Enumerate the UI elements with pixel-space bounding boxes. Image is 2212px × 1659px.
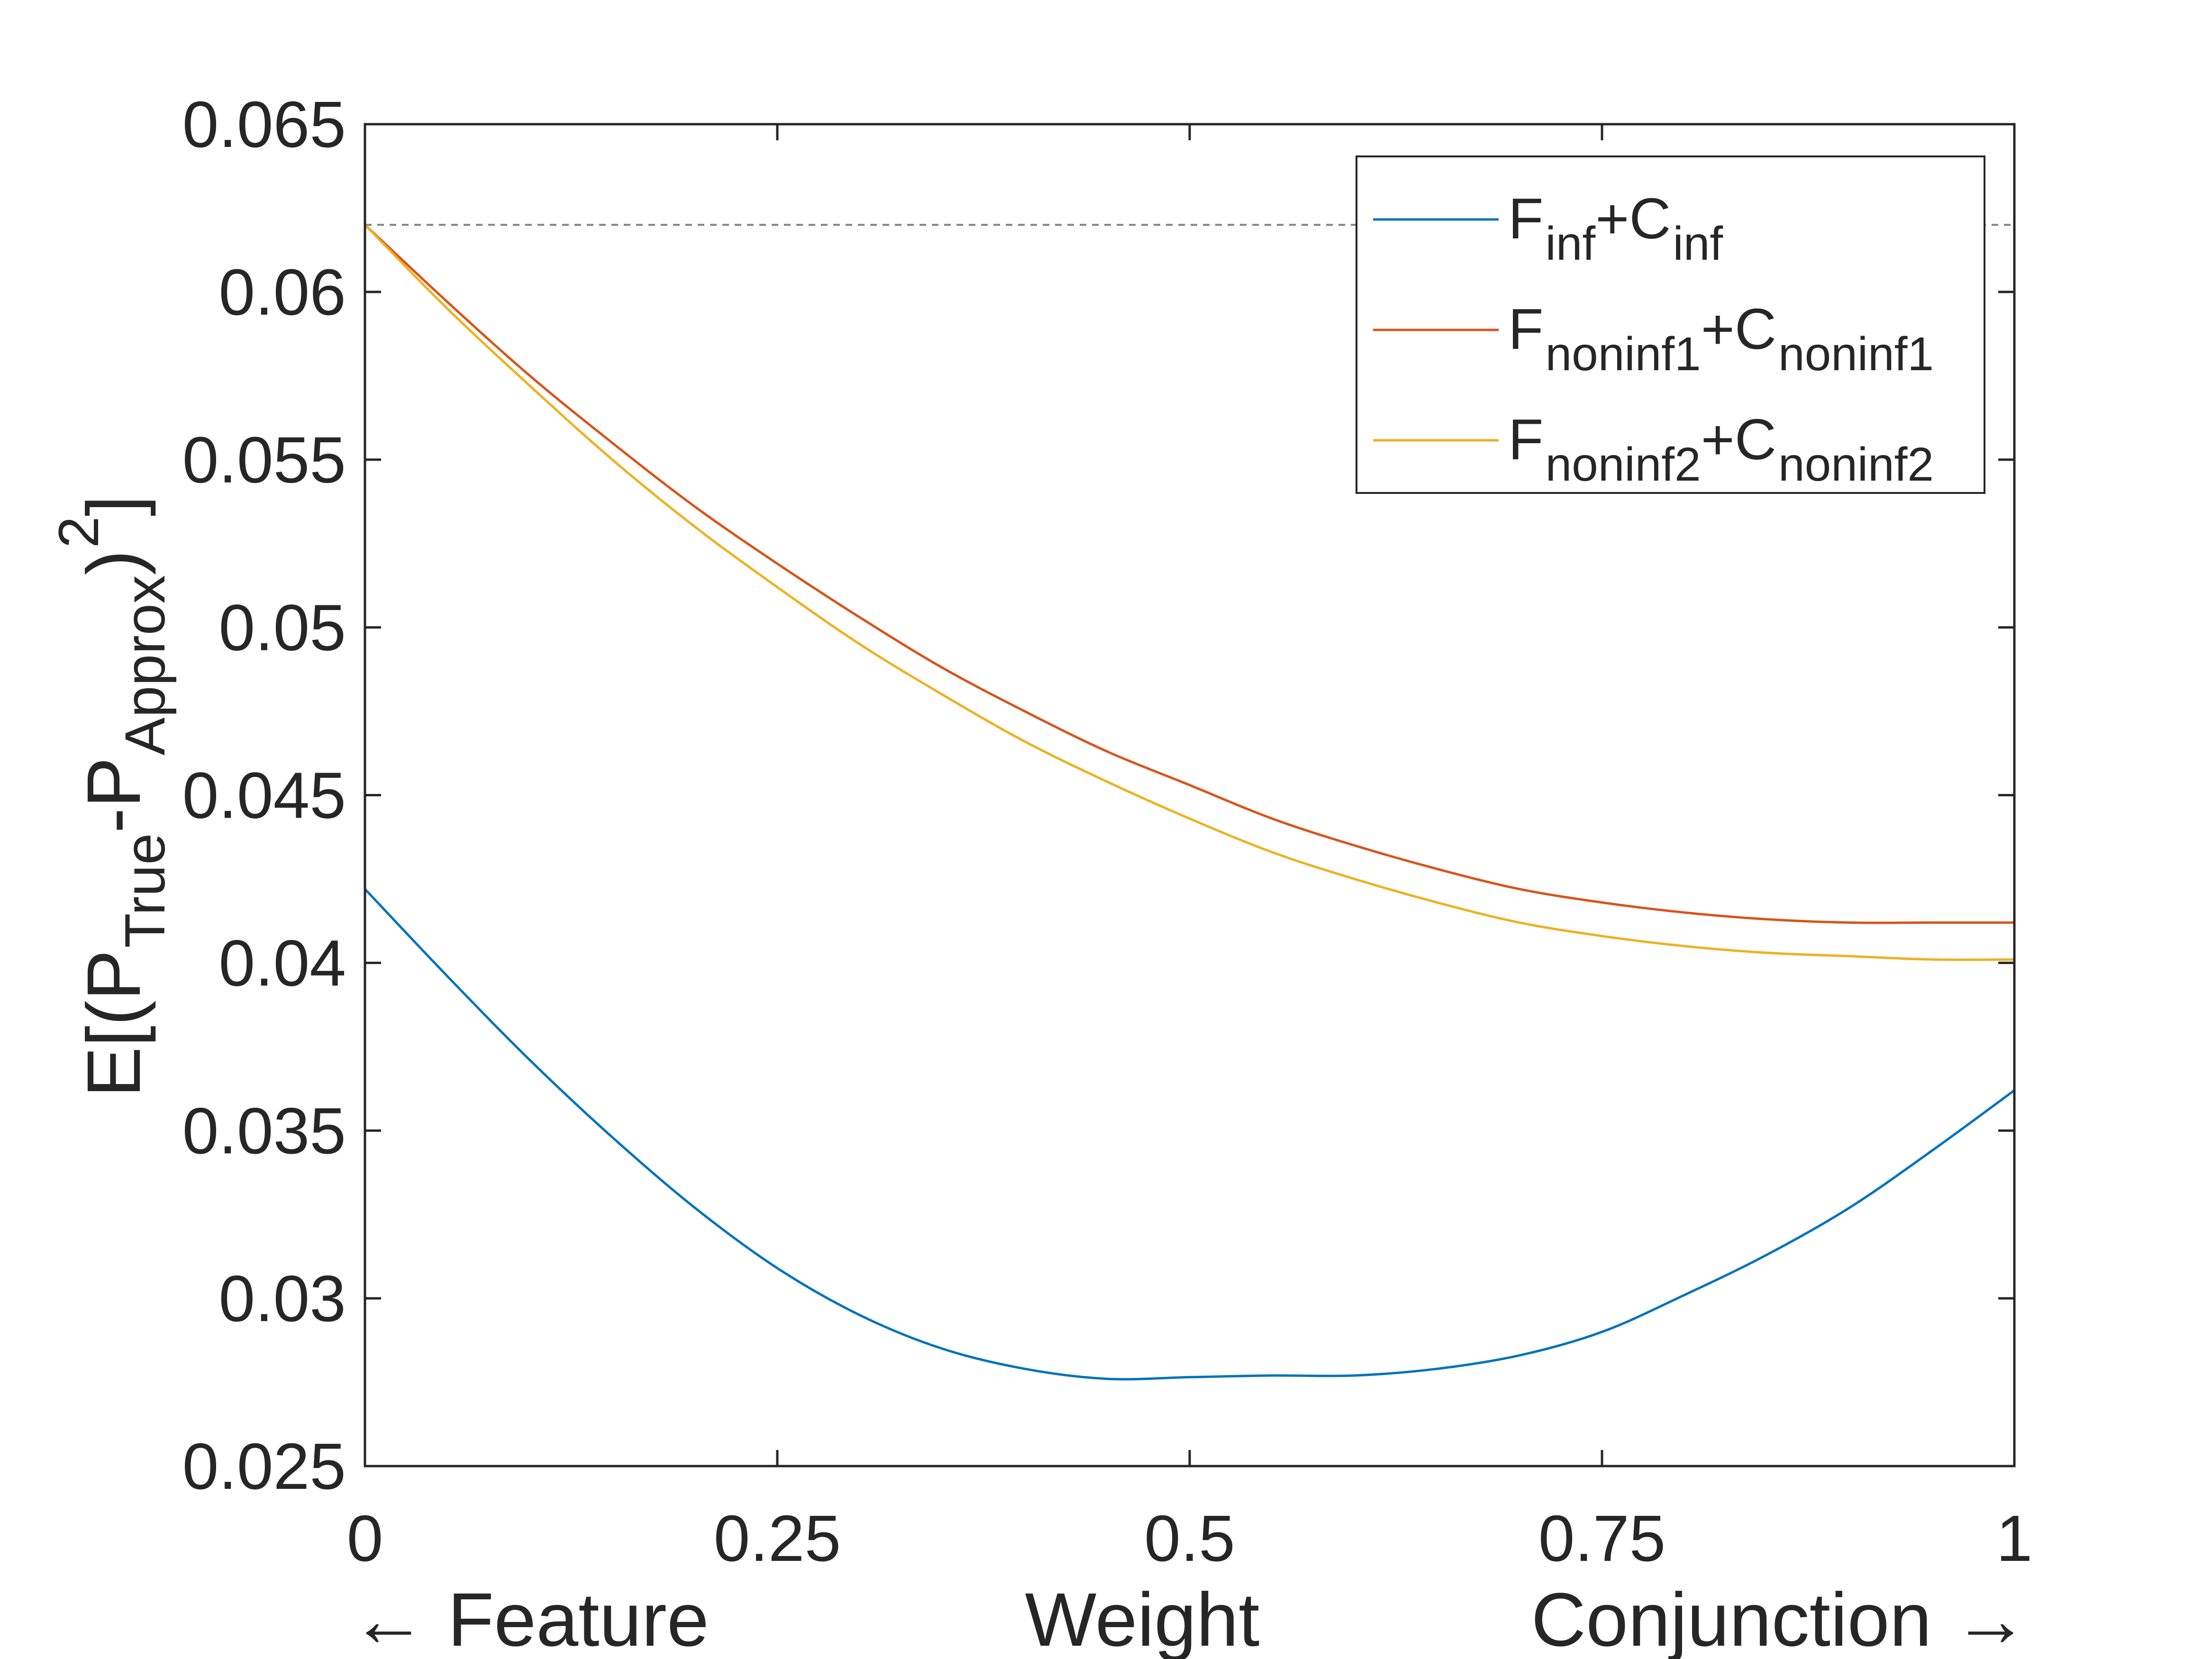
y-axis-label-part: -P (71, 757, 156, 833)
series-line-inf (364, 888, 2016, 1381)
legend-label-part: noninf1 (1778, 328, 1934, 381)
legend-label-part: noninf2 (1546, 438, 1701, 491)
ticks-layer: 0 0.25 0.5 0.75 1 0.025 0.03 0.035 0.04 0.045 0.05… (182, 88, 2033, 1575)
y-tick-label: 0.065 (182, 88, 346, 161)
x-tick-label: 1 (1996, 1502, 2033, 1575)
y-tick-label: 0.04 (218, 927, 346, 1000)
legend-label-part: F (1508, 297, 1544, 361)
y-tick-label: 0.025 (182, 1430, 346, 1503)
series-line-noninf2 (364, 223, 2016, 961)
y-axis-label-part: 2 (47, 516, 110, 548)
y-axis-label-part: Approx (113, 575, 177, 755)
legend-label-part: +C (1701, 297, 1776, 361)
legend-box (1356, 155, 1985, 494)
y-axis-label-part: ) (71, 550, 156, 575)
legend-label-part: noninf2 (1778, 438, 1934, 491)
y-tick-label: 0.05 (218, 592, 346, 665)
legend-label-part: inf (1673, 217, 1723, 270)
legend-label-part: F (1508, 407, 1544, 472)
legend-label-part: +C (1595, 186, 1671, 251)
y-tick-label: 0.035 (182, 1094, 346, 1167)
x-axis-label-left: ← Feature (351, 1577, 709, 1659)
labels-layer: ← Feature Weight Conjunction → E[(PTrue-PAp… (47, 495, 2029, 1659)
x-tick-label: 0.5 (1144, 1502, 1235, 1575)
y-tick-label: 0.03 (218, 1262, 346, 1335)
x-axis-label-center: Weight (1025, 1577, 1259, 1659)
x-tick-label: 0 (347, 1502, 383, 1575)
y-tick-label: 0.06 (218, 256, 346, 329)
legend: Finf+CinfFnoninf1+Cnoninf1Fnoninf2+Cnoni… (1356, 155, 1985, 494)
y-axis-label-part: E[(P (71, 950, 156, 1097)
y-axis-label-part: True (113, 833, 177, 948)
legend-label-inf: Finf+Cinf (1508, 186, 1723, 270)
y-tick-label: 0.045 (182, 759, 346, 832)
y-axis-label: E[(PTrue-PApprox)2] (47, 495, 177, 1097)
legend-label-noninf1: Fnoninf1+Cnoninf1 (1508, 297, 1934, 381)
legend-label-part: +C (1701, 407, 1776, 472)
legend-label-part: noninf1 (1546, 328, 1701, 381)
legend-label-part: inf (1546, 217, 1596, 270)
x-tick-label: 0.75 (1538, 1502, 1666, 1575)
x-axis-label-right: Conjunction → (1531, 1577, 2029, 1659)
legend-label-noninf2: Fnoninf2+Cnoninf2 (1508, 407, 1934, 491)
legend-label-part: F (1508, 186, 1544, 251)
series-line-noninf1 (364, 223, 2016, 924)
y-axis-label-part: ] (71, 495, 156, 516)
y-tick-label: 0.055 (182, 424, 346, 497)
x-tick-label: 0.25 (714, 1502, 841, 1575)
series-layer (364, 223, 2016, 1381)
